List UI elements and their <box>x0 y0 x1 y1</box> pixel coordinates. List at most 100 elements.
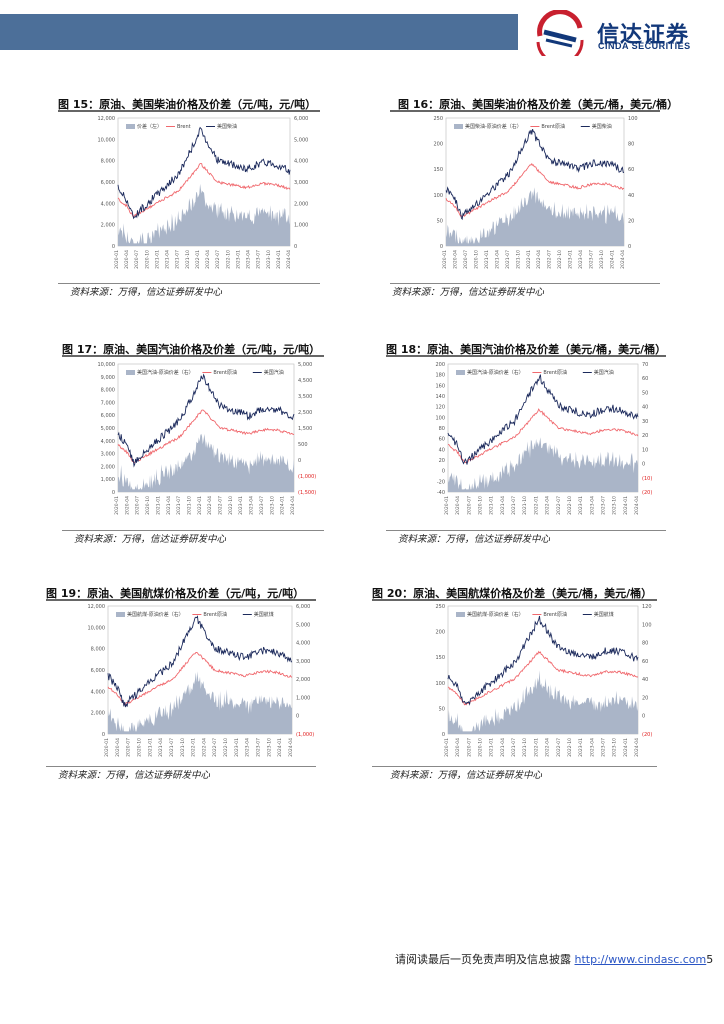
left-tick-label: 180 <box>435 373 445 379</box>
source-rule <box>58 283 320 284</box>
footer-link[interactable]: http://www.cindasc.com <box>574 953 707 966</box>
right-tick-label: 120 <box>642 604 652 610</box>
legend-label: Brent原油 <box>203 611 227 618</box>
x-tick-label: 2020-04 <box>124 250 130 269</box>
source-note: 资料来源：万得，信达证券研发中心 <box>58 770 211 781</box>
x-tick-label: 2021-04 <box>158 738 164 757</box>
x-tick-label: 2021-04 <box>166 496 172 515</box>
x-tick-label: 2023-10 <box>599 250 605 269</box>
legend-label: 美国航煤 <box>254 611 274 618</box>
x-tick-label: 2022-07 <box>218 496 224 515</box>
x-tick-label: 2022-04 <box>205 250 211 269</box>
legend-swatch <box>456 612 465 617</box>
x-tick-label: 2024-04 <box>286 250 292 269</box>
brent-line <box>445 162 625 218</box>
left-tick-label: 8,000 <box>101 388 115 394</box>
left-tick-label: 4,000 <box>101 439 115 445</box>
right-tick-label: 3,000 <box>294 180 308 186</box>
right-tick-label: 70 <box>642 362 648 368</box>
x-tick-label: 2021-07 <box>176 496 182 515</box>
right-tick-label: 80 <box>628 142 634 148</box>
x-tick-label: 2023-10 <box>612 738 618 757</box>
source-rule <box>386 530 666 531</box>
x-tick-label: 2022-01 <box>197 496 203 515</box>
x-tick-label: 2023-04 <box>589 496 595 515</box>
spread-area <box>118 433 294 492</box>
source-rule <box>62 530 324 531</box>
right-tick-label: 3,500 <box>298 394 312 400</box>
header-bar <box>0 14 518 50</box>
right-tick-label: 6,000 <box>294 116 308 122</box>
right-tick-label: 100 <box>642 622 652 628</box>
x-tick-label: 2021-01 <box>154 250 160 269</box>
right-tick-label: 10 <box>642 447 648 453</box>
right-tick-label: 4,500 <box>298 378 312 384</box>
x-tick-label: 2020-01 <box>442 250 448 269</box>
x-tick-label: 2023-07 <box>589 250 595 269</box>
x-tick-label: 2022-04 <box>201 738 207 757</box>
x-tick-label: 2023-10 <box>269 496 275 515</box>
x-tick-label: 2023-04 <box>589 738 595 757</box>
figure-title: 图 18：原油、美国汽油价格及价差（美元/桶，美元/桶） <box>386 343 667 356</box>
right-tick-label: 20 <box>628 218 634 224</box>
x-tick-label: 2022-01 <box>533 496 539 515</box>
x-tick-label: 2023-01 <box>578 738 584 757</box>
chart-20: 250200150100500120100806040200(20)2020-0… <box>435 604 652 757</box>
left-tick-label: 10,000 <box>88 625 106 631</box>
x-tick-label: 2023-04 <box>245 738 251 757</box>
x-tick-label: 2022-07 <box>212 738 218 757</box>
right-tick-label: 3,000 <box>296 659 310 665</box>
left-tick-label: 0 <box>440 244 443 250</box>
x-tick-label: 2023-07 <box>256 738 262 757</box>
x-tick-label: 2022-10 <box>225 250 231 269</box>
spread-area <box>108 671 292 734</box>
company-name: 信达证券 <box>597 23 690 48</box>
left-tick-label: 40 <box>439 447 445 453</box>
figure-title: 图 17：原油、美国汽油价格及价差（元/吨，元/吨） <box>62 343 321 356</box>
x-tick-label: 2020-10 <box>145 496 151 515</box>
right-tick-label: 50 <box>642 390 648 396</box>
legend-label: 美国柴油 <box>592 123 612 130</box>
x-tick-label: 2020-10 <box>473 250 479 269</box>
spread-area <box>448 670 638 734</box>
legend-label: Brent原油 <box>543 369 567 376</box>
right-tick-label: 5,000 <box>296 622 310 628</box>
right-tick-label: 0 <box>642 714 645 720</box>
footer-text: 请阅读最后一页免责声明及信息披露 <box>395 953 575 966</box>
x-tick-label: 2020-01 <box>114 496 120 515</box>
x-tick-label: 2024-01 <box>623 738 629 757</box>
right-tick-label: 60 <box>642 376 648 382</box>
legend-label: 美国汽油-原油价差（右） <box>137 369 194 376</box>
legend-label: Brent原油 <box>541 123 565 130</box>
right-tick-label: 6,000 <box>296 604 310 610</box>
figure-title: 图 16：原油、美国柴油价格及价差（美元/桶，美元/桶） <box>398 98 679 111</box>
figure-title: 图 19：原油、美国航煤价格及价差（元/吨，元/吨） <box>46 587 305 600</box>
right-tick-label: 80 <box>642 641 648 647</box>
x-tick-label: 2021-10 <box>515 250 521 269</box>
x-tick-label: 2022-10 <box>223 738 229 757</box>
left-tick-label: 140 <box>435 394 445 400</box>
product-line <box>117 373 295 468</box>
left-tick-label: 160 <box>435 383 445 389</box>
x-tick-label: 2023-01 <box>568 250 574 269</box>
title-rule <box>372 599 657 601</box>
right-tick-label: 0 <box>296 714 299 720</box>
right-tick-label: 0 <box>294 244 297 250</box>
x-tick-label: 2024-01 <box>610 250 616 269</box>
x-tick-label: 2023-04 <box>246 250 252 269</box>
left-tick-label: 200 <box>433 142 443 148</box>
left-tick-label: -20 <box>437 479 445 485</box>
x-tick-label: 2021-10 <box>185 250 191 269</box>
logo-emblem-icon <box>536 10 584 56</box>
brent-line <box>107 652 293 707</box>
x-tick-label: 2021-01 <box>155 496 161 515</box>
x-tick-label: 2022-01 <box>526 250 532 269</box>
x-tick-label: 2024-01 <box>280 496 286 515</box>
x-tick-label: 2024-01 <box>277 738 283 757</box>
x-tick-label: 2021-10 <box>522 496 528 515</box>
product-line <box>445 128 625 221</box>
product-line <box>117 126 291 220</box>
x-tick-label: 2024-04 <box>290 496 296 515</box>
right-tick-label: 60 <box>642 659 648 665</box>
left-tick-label: -40 <box>437 490 445 496</box>
